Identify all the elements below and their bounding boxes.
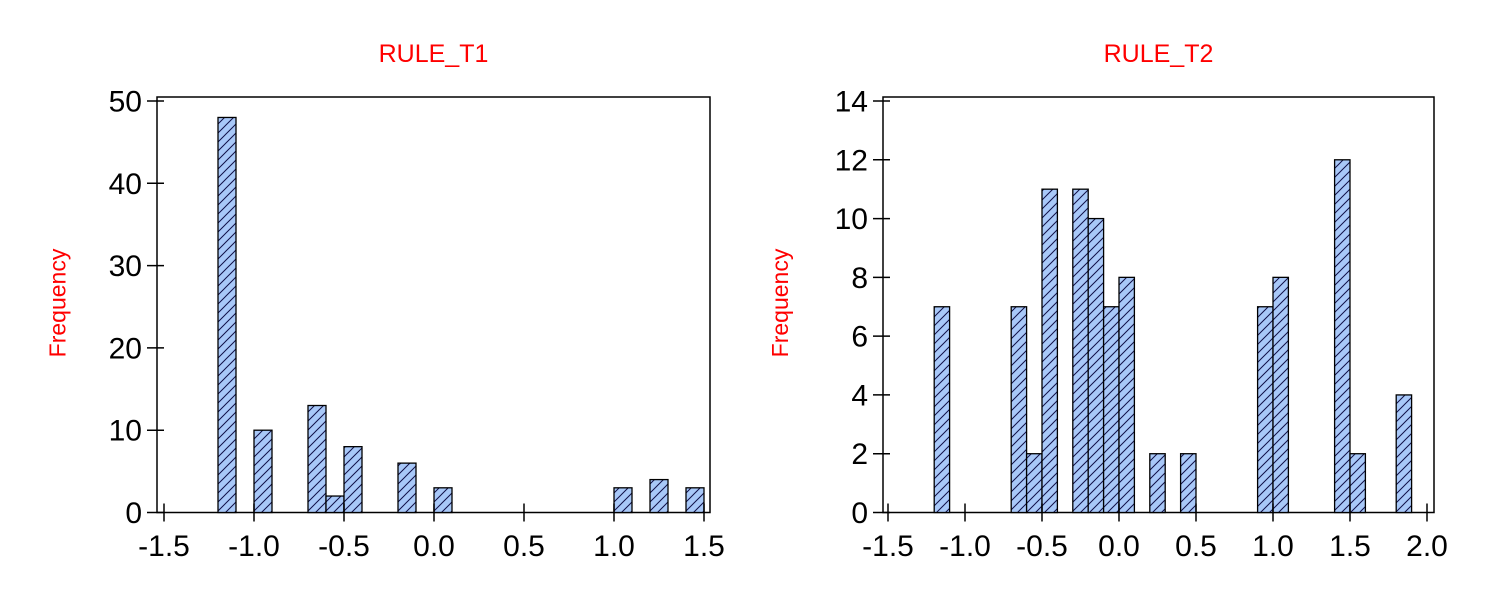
- plot-frame: [882, 96, 1435, 514]
- histogram-bar: [1179, 453, 1197, 514]
- histogram-bar: [253, 429, 273, 514]
- histogram-bar: [1333, 159, 1351, 514]
- y-axis-tick-label: 10: [109, 415, 142, 448]
- x-axis-tick-label: -1.0: [228, 530, 280, 563]
- y-axis-tick-label: 2: [851, 438, 868, 471]
- plot-frame: [156, 96, 711, 514]
- chart-right-y-axis-title: Frequency: [767, 248, 793, 357]
- x-axis-tick-label: 1.0: [1252, 530, 1294, 563]
- x-axis-tick-label: 2.0: [1406, 530, 1448, 563]
- x-axis-tick-label: -1.5: [862, 530, 914, 563]
- histogram-bar: [613, 487, 633, 514]
- x-axis-tick-label: 0.0: [413, 530, 455, 563]
- histogram-bar: [217, 116, 237, 514]
- histogram-bar: [1118, 276, 1136, 514]
- chart-left-plot-area: -1.5 -1.0 -0.5 0.0 0.5 1.0 1.5 0 10 20 30 40 50: [109, 86, 725, 564]
- y-axis-tick-label: 30: [109, 250, 142, 283]
- x-axis-tick-label: -0.5: [318, 530, 370, 563]
- x-axis-tick-label: 1.5: [683, 530, 725, 563]
- histogram-bar: [325, 495, 345, 514]
- y-axis-tick-label: 6: [851, 321, 868, 354]
- y-axis-tick-label: 40: [109, 168, 142, 201]
- histogram-bar: [1041, 188, 1059, 514]
- y-axis-tick-label: 0: [125, 497, 142, 530]
- chart-right-title: RULE_T2: [1104, 40, 1214, 68]
- histogram-bar: [1256, 306, 1274, 514]
- histogram-bar: [1010, 306, 1028, 514]
- histogram-bar: [1349, 453, 1367, 514]
- histogram-bar: [433, 487, 453, 514]
- histogram-bar: [1395, 394, 1413, 514]
- histogram-bar: [1149, 453, 1166, 514]
- x-axis-tick-label: 0.5: [1175, 530, 1217, 563]
- histogram-bar: [1025, 453, 1043, 514]
- y-axis-tick-label: 10: [835, 203, 868, 236]
- chart-right-plot-area: -1.5 -1.0 -0.5 0.0 0.5 1.0 1.5 2.0 0 2 4 6 8 10 12 14: [835, 86, 1448, 564]
- histogram-bar: [343, 446, 363, 514]
- x-axis-tick-label: 0.5: [503, 530, 545, 563]
- histogram-bar: [1072, 188, 1089, 514]
- histogram-bar: [933, 306, 951, 514]
- y-axis-tick-label: 14: [835, 86, 868, 119]
- histogram-bar: [685, 487, 705, 514]
- histogram-bar: [1272, 276, 1290, 514]
- x-axis-tick-label: 1.0: [593, 530, 635, 563]
- histogram-bar: [1102, 306, 1120, 514]
- histogram-bar: [307, 404, 327, 514]
- y-axis-tick-label: 4: [851, 379, 868, 412]
- histogram-bar: [649, 478, 669, 514]
- x-axis-tick-label: 1.5: [1329, 530, 1371, 563]
- chart-left-y-axis-title: Frequency: [45, 248, 71, 357]
- x-axis-tick-label: -0.5: [1016, 530, 1068, 563]
- y-axis-tick-label: 20: [109, 332, 142, 365]
- y-axis-tick-label: 12: [835, 144, 868, 177]
- y-axis-tick-label: 0: [851, 497, 868, 530]
- histogram-bar: [1087, 217, 1105, 514]
- histogram-bar: [397, 462, 417, 514]
- x-axis-tick-label: 0.0: [1098, 530, 1140, 563]
- x-axis-tick-label: -1.0: [939, 530, 991, 563]
- chart-left-title: RULE_T1: [379, 40, 489, 68]
- y-axis-tick-label: 50: [109, 86, 142, 119]
- y-axis-tick-label: 8: [851, 262, 868, 295]
- x-axis-tick-label: -1.5: [138, 530, 190, 563]
